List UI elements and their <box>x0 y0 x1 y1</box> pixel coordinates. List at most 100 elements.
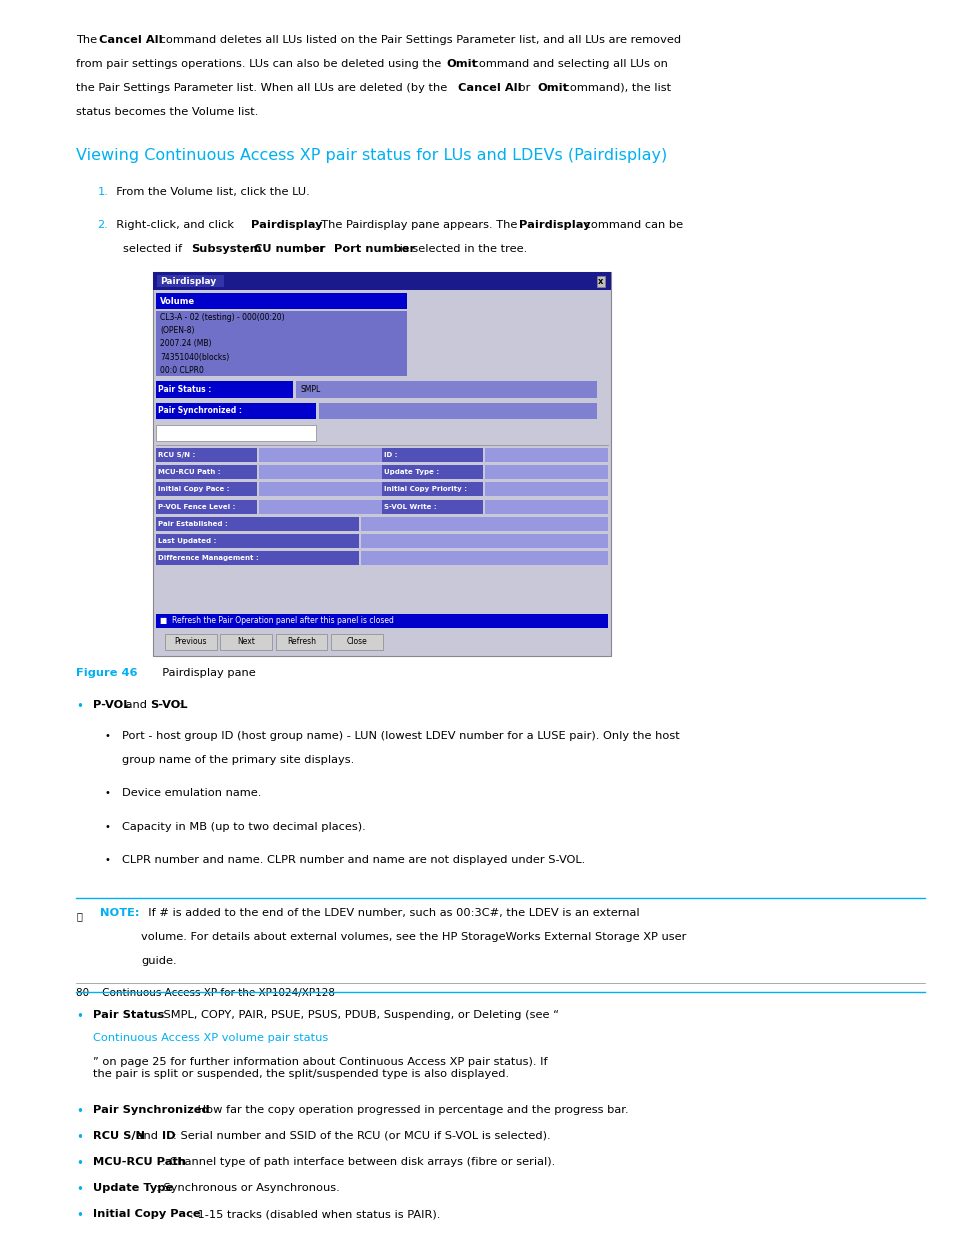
Text: ■  Refresh the Pair Operation panel after this panel is closed: ■ Refresh the Pair Operation panel after… <box>160 616 394 625</box>
Text: and: and <box>122 700 151 710</box>
Bar <box>155 614 607 627</box>
Text: : How far the copy operation progressed in percentage and the progress bar.: : How far the copy operation progressed … <box>190 1104 628 1115</box>
Bar <box>155 551 358 566</box>
Text: CU number: CU number <box>253 243 325 254</box>
Text: Viewing Continuous Access XP pair status for LUs and LDEVs (Pairdisplay): Viewing Continuous Access XP pair status… <box>76 148 667 163</box>
Text: ” on page 25 for further information about Continuous Access XP pair status). If: ” on page 25 for further information abo… <box>93 1057 548 1078</box>
Text: Close: Close <box>346 637 367 646</box>
Text: Right-click, and click: Right-click, and click <box>109 220 237 230</box>
Text: or: or <box>515 83 534 93</box>
Bar <box>165 634 216 650</box>
Text: S-VOL Write :: S-VOL Write : <box>384 504 436 510</box>
Text: ID: ID <box>162 1131 175 1141</box>
Text: 80    Continuous Access XP for the XP1024/XP128: 80 Continuous Access XP for the XP1024/X… <box>76 988 335 998</box>
Text: Initial Copy Pace: Initial Copy Pace <box>93 1209 201 1219</box>
Text: •: • <box>76 1183 83 1195</box>
Bar <box>485 448 607 462</box>
Text: Pairdisplay: Pairdisplay <box>518 220 590 230</box>
Text: Initial Copy Pace :: Initial Copy Pace : <box>158 487 230 493</box>
Text: Difference Management :: Difference Management : <box>158 555 259 561</box>
Bar <box>318 403 597 419</box>
Text: command can be: command can be <box>580 220 682 230</box>
Text: : SMPL, COPY, PAIR, PSUE, PSUS, PDUB, Suspending, or Deleting (see “: : SMPL, COPY, PAIR, PSUE, PSUS, PDUB, Su… <box>156 1010 558 1020</box>
Bar <box>259 499 381 514</box>
Bar <box>152 272 610 290</box>
Bar <box>360 534 607 548</box>
Bar <box>485 499 607 514</box>
Bar <box>155 382 293 398</box>
Text: Continuous Access XP volume pair status: Continuous Access XP volume pair status <box>93 1034 329 1044</box>
Text: Pair Status :: Pair Status : <box>158 385 212 394</box>
Bar <box>381 499 483 514</box>
Text: 2.: 2. <box>97 220 108 230</box>
Text: Update Type :: Update Type : <box>384 469 439 475</box>
Text: Port number: Port number <box>334 243 415 254</box>
Text: CL3-A - 02 (testing) - 000(00:20): CL3-A - 02 (testing) - 000(00:20) <box>160 314 285 322</box>
Text: •: • <box>76 1209 83 1223</box>
Text: from pair settings operations. LUs can also be deleted using the: from pair settings operations. LUs can a… <box>76 59 445 69</box>
Text: Figure 46: Figure 46 <box>76 668 137 678</box>
Text: command), the list: command), the list <box>559 83 671 93</box>
Text: Subsystem: Subsystem <box>192 243 262 254</box>
Text: NOTE:: NOTE: <box>100 908 139 918</box>
Text: 📋: 📋 <box>76 911 82 921</box>
Text: 1.: 1. <box>97 186 108 196</box>
Text: command and selecting all LUs on: command and selecting all LUs on <box>469 59 667 69</box>
Text: status becomes the Volume list.: status becomes the Volume list. <box>76 106 258 116</box>
Text: Pairdisplay: Pairdisplay <box>251 220 322 230</box>
Text: is selected in the tree.: is selected in the tree. <box>396 243 527 254</box>
Bar <box>381 448 483 462</box>
Bar <box>275 634 327 650</box>
Text: ID :: ID : <box>384 452 397 458</box>
Text: , or: , or <box>305 243 328 254</box>
Bar <box>155 534 358 548</box>
Bar <box>157 275 224 288</box>
Text: Pairdisplay: Pairdisplay <box>160 277 216 285</box>
Text: 74351040(blocks): 74351040(blocks) <box>160 353 230 362</box>
Text: (OPEN-8): (OPEN-8) <box>160 326 194 336</box>
Text: •: • <box>76 700 83 714</box>
Bar <box>381 466 483 479</box>
Text: Port - host group ID (host group name) - LUN (lowest LDEV number for a LUSE pair: Port - host group ID (host group name) -… <box>122 731 679 741</box>
Text: volume. For details about external volumes, see the HP StorageWorks External Sto: volume. For details about external volum… <box>141 932 686 942</box>
Bar <box>155 448 257 462</box>
Text: Pair Synchronized: Pair Synchronized <box>93 1104 210 1115</box>
Text: selected if: selected if <box>123 243 186 254</box>
Bar <box>485 483 607 496</box>
Text: Pair Status: Pair Status <box>93 1010 165 1020</box>
Bar <box>152 272 610 656</box>
Text: Next: Next <box>237 637 254 646</box>
Text: Cancel All: Cancel All <box>99 36 163 46</box>
Bar <box>220 634 272 650</box>
Bar <box>155 425 315 441</box>
Text: Previous: Previous <box>174 637 207 646</box>
Text: •: • <box>76 1157 83 1170</box>
Text: •: • <box>105 855 111 864</box>
Bar <box>259 483 381 496</box>
Text: SMPL: SMPL <box>300 385 320 394</box>
Text: MCU-RCU Path :: MCU-RCU Path : <box>158 469 221 475</box>
Bar <box>259 448 381 462</box>
Text: Update Type: Update Type <box>93 1183 173 1193</box>
Text: Pairdisplay pane: Pairdisplay pane <box>154 668 255 678</box>
Text: •: • <box>76 1010 83 1023</box>
Bar <box>331 634 382 650</box>
Text: The: The <box>76 36 101 46</box>
Text: : Channel type of path interface between disk arrays (fibre or serial).: : Channel type of path interface between… <box>162 1157 555 1167</box>
Text: command deletes all LUs listed on the Pair Settings Parameter list, and all LUs : command deletes all LUs listed on the Pa… <box>156 36 680 46</box>
Text: Initial Copy Priority :: Initial Copy Priority : <box>384 487 467 493</box>
Text: RCU S/N :: RCU S/N : <box>158 452 195 458</box>
Text: If # is added to the end of the LDEV number, such as 00:3C#, the LDEV is an exte: If # is added to the end of the LDEV num… <box>141 908 639 918</box>
Text: : Serial number and SSID of the RCU (or MCU if S-VOL is selected).: : Serial number and SSID of the RCU (or … <box>173 1131 550 1141</box>
Text: : Synchronous or Asynchronous.: : Synchronous or Asynchronous. <box>156 1183 339 1193</box>
Text: Volume: Volume <box>160 296 195 305</box>
Text: the Pair Settings Parameter list. When all LUs are deleted (by the: the Pair Settings Parameter list. When a… <box>76 83 451 93</box>
Bar <box>485 466 607 479</box>
Text: : 1-15 tracks (disabled when status is PAIR).: : 1-15 tracks (disabled when status is P… <box>190 1209 440 1219</box>
Text: •: • <box>105 821 111 831</box>
Text: ,: , <box>242 243 250 254</box>
Text: Device emulation name.: Device emulation name. <box>122 788 261 798</box>
Text: and: and <box>133 1131 162 1141</box>
Text: S-VOL: S-VOL <box>151 700 188 710</box>
Bar <box>155 403 315 419</box>
